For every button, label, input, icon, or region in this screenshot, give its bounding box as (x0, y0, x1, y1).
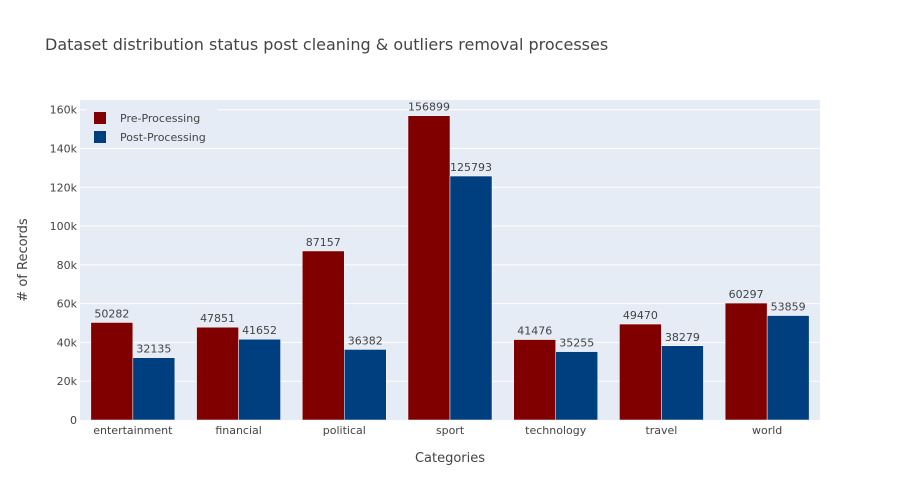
legend-label: Pre-Processing (120, 112, 200, 125)
data-label-financial-pre: 47851 (200, 312, 235, 325)
y-axis-title: # of Records (16, 218, 31, 302)
y-tick-label: 60k (57, 298, 78, 311)
y-tick-label: 120k (50, 181, 78, 194)
data-label-entertainment-pre: 50282 (94, 307, 129, 320)
bar-technology-post[interactable] (555, 351, 598, 421)
x-tick-label: world (752, 424, 782, 437)
x-tick-label: political (323, 424, 366, 437)
data-label-financial-post: 41652 (242, 324, 277, 337)
bar-financial-pre[interactable] (196, 326, 239, 421)
legend-item-post-processing[interactable]: Post-Processing (94, 131, 206, 144)
bars (90, 115, 810, 421)
bar-sport-pre[interactable] (407, 115, 451, 421)
y-tick-label: 140k (50, 142, 78, 155)
data-label-political-pre: 87157 (306, 236, 341, 249)
x-axis-ticks: entertainment financial political sport tech… (93, 424, 782, 437)
legend-background (86, 106, 218, 148)
bar-political-post[interactable] (344, 349, 387, 421)
chart-title: Dataset distribution status post cleanin… (45, 35, 608, 54)
data-label-sport-post: 125793 (450, 161, 492, 174)
data-label-political-post: 36382 (348, 334, 383, 347)
bar-political-pre[interactable] (302, 250, 345, 421)
x-tick-label: technology (525, 424, 587, 437)
y-tick-label: 40k (57, 336, 78, 349)
y-tick-label: 100k (50, 220, 78, 233)
data-label-world-pre: 60297 (729, 288, 764, 301)
y-tick-label: 160k (50, 104, 78, 117)
x-axis-title: Categories (415, 451, 485, 466)
bar-travel-post[interactable] (661, 345, 704, 421)
legend-item-pre-processing[interactable]: Pre-Processing (94, 112, 200, 125)
data-label-technology-pre: 41476 (517, 325, 552, 338)
bar-entertainment-post[interactable] (132, 357, 176, 421)
y-axis-ticks: 0 20k 40k 60k 80k 100k 120k 140k 160k (50, 104, 78, 427)
data-label-entertainment-post: 32135 (136, 343, 171, 356)
y-tick-label: 20k (57, 375, 78, 388)
bar-world-post[interactable] (766, 315, 810, 421)
x-tick-label: sport (436, 424, 465, 437)
bar-travel-pre[interactable] (619, 323, 662, 421)
data-label-travel-pre: 49470 (623, 309, 658, 322)
bar-entertainment-pre[interactable] (90, 322, 134, 421)
data-label-travel-post: 38279 (665, 331, 700, 344)
data-labels: 50282 32135 47851 41652 87157 36382 156899 1257… (94, 101, 805, 356)
legend[interactable]: Pre-Processing Post-Processing (86, 106, 218, 148)
data-label-world-post: 53859 (771, 301, 806, 314)
bar-world-pre[interactable] (724, 302, 768, 421)
bar-sport-post[interactable] (449, 175, 493, 421)
legend-label: Post-Processing (120, 131, 206, 144)
data-label-technology-post: 35255 (559, 337, 594, 350)
data-label-sport-pre: 156899 (408, 101, 450, 114)
y-tick-label: 80k (57, 259, 78, 272)
y-tick-label: 0 (70, 414, 77, 427)
legend-swatch (94, 131, 106, 143)
x-tick-label: financial (215, 424, 262, 437)
x-tick-label: entertainment (93, 424, 173, 437)
legend-swatch (94, 112, 106, 124)
x-tick-label: travel (645, 424, 677, 437)
bar-technology-pre[interactable] (513, 339, 556, 421)
bar-financial-post[interactable] (238, 338, 281, 421)
